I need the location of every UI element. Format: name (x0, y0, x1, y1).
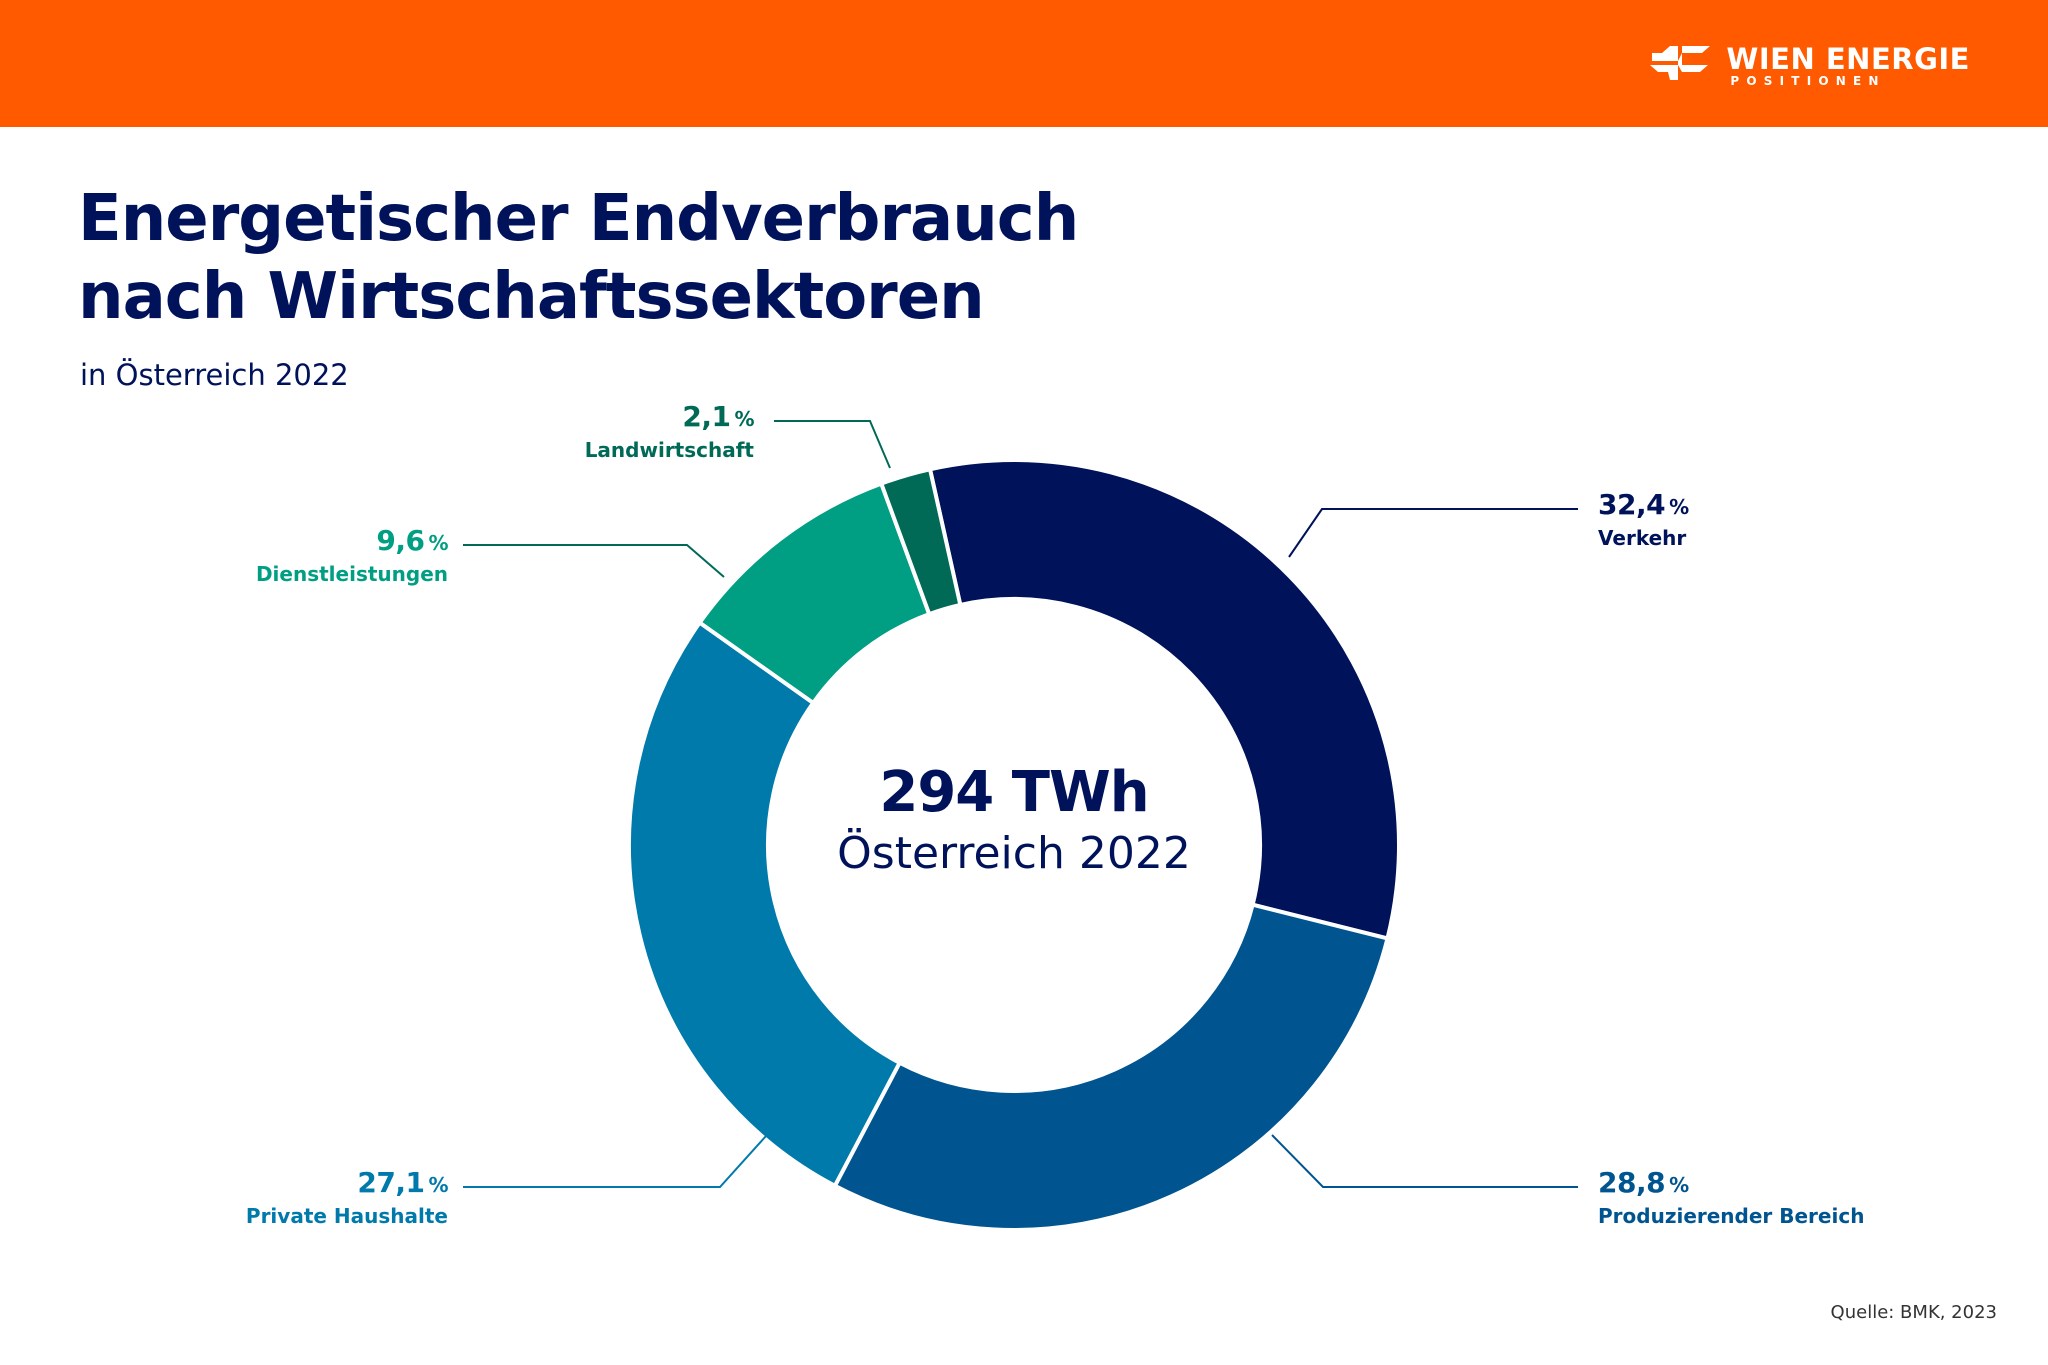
donut-slice-verkehr (927, 458, 1401, 941)
leader-line-verkehr (1288, 508, 1578, 558)
title-line-2: nach Wirtschaftssektoren (78, 260, 985, 334)
callout-produzierender-percent: 28,8 (1598, 1166, 1666, 1199)
wien-energie-logo[interactable]: WIEN ENERGIE POSITIONEN (1648, 42, 1970, 88)
callout-landwirtschaft-label: Landwirtschaft (584, 438, 754, 462)
donut-slices (627, 458, 1401, 1232)
wien-energie-logo-icon (1650, 46, 1711, 80)
callout-landwirtschaft: 2,1% Landwirtschaft (584, 400, 755, 464)
callout-verkehr-percent: 32,4 (1598, 488, 1666, 521)
percent-sign: % (734, 407, 754, 431)
page-title: Energetischer Endverbrauch nach Wirtscha… (78, 180, 1079, 336)
callout-dienstleistungen-percent: 9,6 (376, 524, 425, 557)
total-label: Österreich 2022 (837, 828, 1191, 879)
callout-produzierender-label: Produzierender Bereich (1598, 1204, 1865, 1228)
percent-sign: % (1669, 1173, 1689, 1197)
percent-sign: % (1669, 495, 1689, 519)
donut-slice-private-haushalte (627, 619, 903, 1189)
callout-dienstleistungen-label: Dienstleistungen (255, 562, 448, 586)
leader-line-haushalte (463, 1135, 767, 1188)
percent-sign: % (428, 531, 448, 555)
title-line-1: Energetischer Endverbrauch (78, 182, 1079, 256)
source-note: Quelle: BMK, 2023 (1830, 1302, 1997, 1323)
brand-subtitle: POSITIONEN (1730, 74, 1886, 88)
leader-line-landwirtschaft (774, 420, 891, 469)
leader-line-dienstleistungen (463, 544, 725, 578)
chart-subtitle: in Österreich 2022 (80, 358, 349, 392)
callout-haushalte-label: Private Haushalte (245, 1204, 448, 1228)
brand-name: WIEN ENERGIE (1726, 42, 1970, 76)
callout-dienstleistungen: 9,6% Dienstleistungen (255, 524, 449, 588)
percent-sign: % (428, 1173, 448, 1197)
callout-landwirtschaft-percent: 2,1 (682, 400, 731, 433)
donut-slice-produzierender-bereich (832, 902, 1390, 1232)
leader-line-produzierender (1271, 1134, 1578, 1188)
header-bar: WIEN ENERGIE POSITIONEN (0, 0, 2048, 127)
callout-verkehr-label: Verkehr (1598, 526, 1687, 550)
callout-verkehr: 32,4% Verkehr (1598, 488, 1689, 552)
total-value: 294 TWh (879, 760, 1149, 825)
callout-produzierender-bereich: 28,8% Produzierender Bereich (1598, 1166, 1864, 1230)
donut-slice-landwirtschaft (878, 466, 963, 617)
donut-center-label: 294 TWh Österreich 2022 (814, 760, 1214, 882)
callout-private-haushalte: 27,1% Private Haushalte (245, 1166, 449, 1230)
callout-haushalte-percent: 27,1 (357, 1166, 425, 1199)
